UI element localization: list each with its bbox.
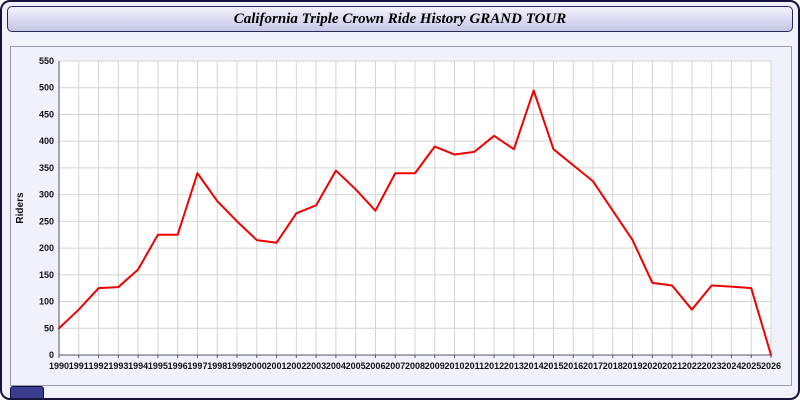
svg-text:2007: 2007 [385, 361, 405, 371]
svg-text:2013: 2013 [504, 361, 524, 371]
svg-text:2002: 2002 [286, 361, 306, 371]
svg-text:1993: 1993 [108, 361, 128, 371]
svg-text:1994: 1994 [128, 361, 148, 371]
svg-text:2020: 2020 [642, 361, 662, 371]
svg-text:2008: 2008 [405, 361, 425, 371]
svg-text:2021: 2021 [662, 361, 682, 371]
svg-text:550: 550 [39, 56, 54, 66]
svg-text:2026: 2026 [761, 361, 781, 371]
svg-text:150: 150 [39, 270, 54, 280]
svg-text:1991: 1991 [69, 361, 89, 371]
svg-text:100: 100 [39, 297, 54, 307]
svg-text:1990: 1990 [49, 361, 69, 371]
svg-text:2003: 2003 [306, 361, 326, 371]
svg-text:2004: 2004 [326, 361, 346, 371]
svg-text:2001: 2001 [267, 361, 287, 371]
svg-text:2010: 2010 [445, 361, 465, 371]
svg-text:2000: 2000 [247, 361, 267, 371]
svg-text:1996: 1996 [168, 361, 188, 371]
svg-text:250: 250 [39, 216, 54, 226]
svg-text:500: 500 [39, 83, 54, 93]
svg-text:2022: 2022 [682, 361, 702, 371]
svg-text:2018: 2018 [603, 361, 623, 371]
svg-text:200: 200 [39, 243, 54, 253]
corner-tab [10, 386, 44, 398]
svg-text:2016: 2016 [563, 361, 583, 371]
title-bar: California Triple Crown Ride History GRA… [7, 6, 793, 32]
svg-text:Riders: Riders [15, 192, 26, 224]
svg-text:2011: 2011 [465, 361, 485, 371]
svg-text:2017: 2017 [583, 361, 603, 371]
svg-text:1992: 1992 [89, 361, 109, 371]
svg-text:450: 450 [39, 109, 54, 119]
svg-text:400: 400 [39, 136, 54, 146]
svg-text:2019: 2019 [623, 361, 643, 371]
svg-text:2023: 2023 [702, 361, 722, 371]
svg-text:1999: 1999 [227, 361, 247, 371]
svg-text:2015: 2015 [543, 361, 563, 371]
chart-panel: 0 50 100 150 200 250 300 350 400 450 500 550 1990 199… [10, 46, 792, 386]
page-title: California Triple Crown Ride History GRA… [233, 10, 567, 27]
svg-text:1998: 1998 [207, 361, 227, 371]
svg-text:2009: 2009 [425, 361, 445, 371]
svg-text:1997: 1997 [187, 361, 207, 371]
svg-text:350: 350 [39, 163, 54, 173]
svg-text:300: 300 [39, 190, 54, 200]
svg-text:2005: 2005 [346, 361, 366, 371]
svg-text:2006: 2006 [365, 361, 385, 371]
svg-text:1995: 1995 [148, 361, 168, 371]
svg-text:2014: 2014 [524, 361, 544, 371]
svg-text:2025: 2025 [741, 361, 761, 371]
svg-text:2012: 2012 [484, 361, 504, 371]
svg-text:0: 0 [49, 350, 54, 360]
svg-text:2024: 2024 [721, 361, 741, 371]
svg-text:50: 50 [44, 323, 54, 333]
